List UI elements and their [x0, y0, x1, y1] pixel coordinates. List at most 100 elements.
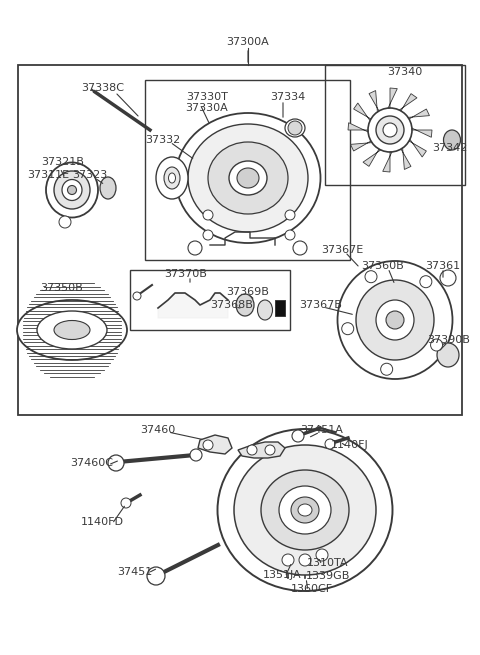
- Text: 1351JA: 1351JA: [263, 570, 301, 580]
- Polygon shape: [158, 293, 228, 318]
- Text: 37368B: 37368B: [211, 300, 253, 310]
- Polygon shape: [388, 88, 397, 108]
- Polygon shape: [383, 152, 392, 172]
- Circle shape: [292, 430, 304, 442]
- Circle shape: [121, 498, 131, 508]
- Circle shape: [247, 445, 257, 455]
- Ellipse shape: [236, 294, 254, 316]
- Ellipse shape: [208, 142, 288, 214]
- Ellipse shape: [234, 445, 376, 575]
- Circle shape: [282, 554, 294, 566]
- Bar: [145, 80, 350, 260]
- Text: 1339GB: 1339GB: [306, 571, 350, 581]
- Bar: [275, 300, 285, 316]
- Text: 37367E: 37367E: [321, 245, 363, 255]
- Circle shape: [316, 549, 328, 561]
- Circle shape: [431, 339, 443, 351]
- Text: 37300A: 37300A: [227, 37, 269, 47]
- Text: 37451A: 37451A: [300, 425, 343, 435]
- Ellipse shape: [176, 113, 321, 243]
- Ellipse shape: [17, 300, 127, 360]
- Ellipse shape: [383, 123, 397, 137]
- Circle shape: [190, 449, 202, 461]
- Circle shape: [203, 440, 213, 450]
- Polygon shape: [348, 122, 368, 132]
- Circle shape: [203, 230, 213, 240]
- Ellipse shape: [298, 504, 312, 516]
- Circle shape: [188, 241, 202, 255]
- Ellipse shape: [257, 300, 273, 320]
- Ellipse shape: [229, 161, 267, 195]
- Text: 37338C: 37338C: [82, 83, 124, 93]
- Ellipse shape: [54, 320, 90, 339]
- Circle shape: [133, 292, 141, 300]
- Text: 37367B: 37367B: [300, 300, 342, 310]
- Text: 1360CF: 1360CF: [291, 584, 333, 594]
- Text: 37311E: 37311E: [27, 170, 69, 180]
- Circle shape: [288, 121, 302, 135]
- Ellipse shape: [62, 179, 82, 200]
- Circle shape: [108, 455, 124, 471]
- Bar: [18, 65, 462, 415]
- Text: 37369B: 37369B: [227, 287, 269, 297]
- Text: 37460: 37460: [140, 425, 176, 435]
- Ellipse shape: [46, 162, 98, 217]
- Text: 37460C: 37460C: [71, 458, 113, 468]
- Circle shape: [420, 276, 432, 288]
- Text: 1140FD: 1140FD: [81, 517, 123, 527]
- Text: 37350B: 37350B: [41, 283, 84, 293]
- Ellipse shape: [54, 171, 90, 209]
- Circle shape: [342, 323, 354, 335]
- Text: 37370B: 37370B: [165, 269, 207, 279]
- Ellipse shape: [291, 497, 319, 523]
- Polygon shape: [412, 128, 432, 138]
- Circle shape: [285, 230, 295, 240]
- Ellipse shape: [285, 119, 305, 137]
- Text: 37334: 37334: [270, 92, 306, 102]
- Circle shape: [59, 216, 71, 228]
- Polygon shape: [350, 141, 372, 151]
- Text: 1140FJ: 1140FJ: [331, 440, 369, 450]
- Polygon shape: [238, 442, 285, 458]
- Ellipse shape: [261, 470, 349, 550]
- Ellipse shape: [279, 486, 331, 534]
- Ellipse shape: [444, 130, 460, 150]
- Text: 37340: 37340: [387, 67, 422, 77]
- Text: 37361: 37361: [425, 261, 461, 271]
- Ellipse shape: [376, 300, 414, 340]
- Text: 37330T: 37330T: [186, 92, 228, 102]
- Polygon shape: [409, 140, 426, 157]
- Polygon shape: [399, 94, 417, 111]
- Polygon shape: [408, 109, 430, 119]
- Ellipse shape: [217, 429, 393, 591]
- Circle shape: [147, 567, 165, 585]
- Ellipse shape: [164, 167, 180, 189]
- Ellipse shape: [356, 280, 434, 360]
- Circle shape: [365, 271, 377, 283]
- Polygon shape: [354, 103, 371, 121]
- Text: 37451: 37451: [118, 567, 153, 577]
- Ellipse shape: [386, 311, 404, 329]
- Ellipse shape: [100, 177, 116, 199]
- Ellipse shape: [156, 157, 188, 199]
- Circle shape: [299, 554, 311, 566]
- Circle shape: [265, 445, 275, 455]
- Bar: [325, 65, 465, 185]
- Circle shape: [325, 439, 335, 449]
- Bar: [130, 270, 290, 330]
- Ellipse shape: [68, 185, 76, 195]
- Text: 37390B: 37390B: [428, 335, 470, 345]
- Text: 1310TA: 1310TA: [307, 558, 349, 568]
- Circle shape: [293, 241, 307, 255]
- Polygon shape: [369, 90, 379, 112]
- Circle shape: [381, 364, 393, 375]
- Text: 37330A: 37330A: [186, 103, 228, 113]
- Polygon shape: [363, 149, 381, 166]
- Polygon shape: [198, 435, 232, 454]
- Text: 37332: 37332: [145, 135, 180, 145]
- Text: 37323: 37323: [72, 170, 108, 180]
- Circle shape: [285, 210, 295, 220]
- Circle shape: [203, 210, 213, 220]
- Polygon shape: [401, 148, 411, 170]
- Ellipse shape: [237, 168, 259, 188]
